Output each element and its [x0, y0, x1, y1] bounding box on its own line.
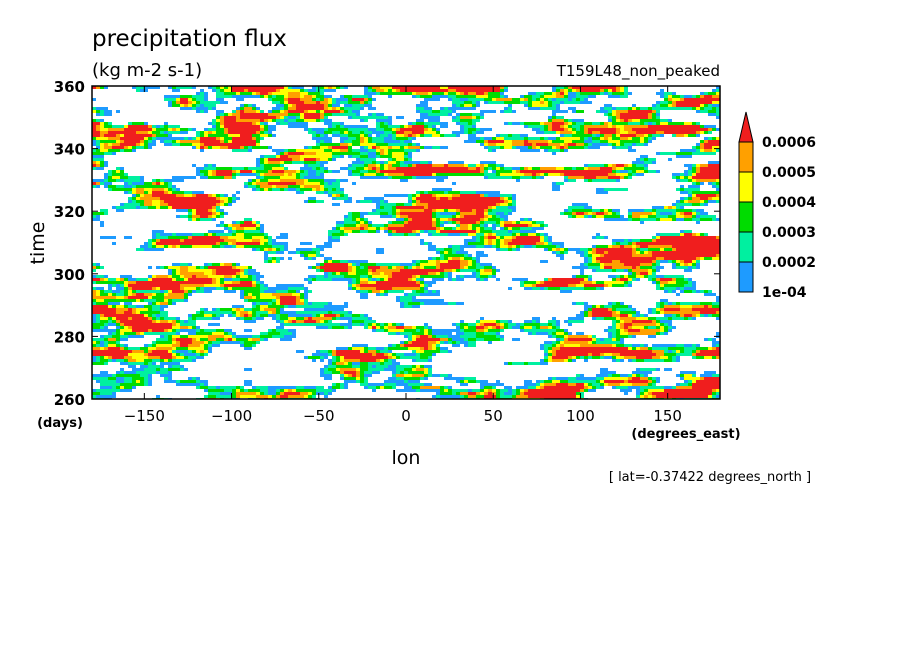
legend-label: 1e-04: [762, 285, 807, 301]
x-tick-label: 100: [566, 407, 595, 425]
legend-swatch: [738, 111, 754, 143]
color-legend: 1e-04 0.0002 0.0003 0.0004 0.0005 0.0006: [738, 111, 816, 301]
legend-label: 0.0005: [762, 165, 816, 181]
chart-title: precipitation flux: [92, 26, 287, 52]
x-tick-label: −100: [211, 407, 252, 425]
x-tick-label: −150: [124, 407, 165, 425]
chart-units: (kg m-2 s-1): [92, 60, 202, 81]
y-axis: 260 280 300 320 340 360: [54, 78, 720, 409]
y-axis-units: (days): [37, 416, 83, 431]
y-tick-label: 300: [54, 266, 85, 284]
legend-swatch: [738, 171, 754, 203]
y-tick-label: 280: [54, 328, 85, 346]
y-tick-label: 260: [54, 391, 85, 409]
legend-swatch: [738, 231, 754, 263]
y-tick-label: 360: [54, 78, 85, 96]
latitude-footnote: [ lat=-0.37422 degrees_north ]: [609, 470, 811, 485]
legend-label: 0.0002: [762, 255, 816, 271]
x-tick-label: 50: [484, 407, 503, 425]
legend-label: 0.0006: [762, 135, 816, 151]
y-axis-label: time: [27, 222, 49, 265]
legend-swatch: [738, 141, 754, 173]
x-tick-label: 150: [653, 407, 682, 425]
legend-swatch: [738, 201, 754, 233]
legend-label: 0.0003: [762, 225, 816, 241]
legend-swatch: [738, 261, 754, 293]
precipitation-field: [92, 86, 720, 399]
legend-label: 0.0004: [762, 195, 816, 211]
y-tick-label: 320: [54, 203, 85, 221]
x-axis: −150 −100 −50 0 50 100 150: [124, 86, 682, 425]
x-tick-label: 0: [401, 407, 411, 425]
x-tick-label: −50: [303, 407, 335, 425]
x-axis-units: (degrees_east): [631, 427, 740, 442]
run-label: T159L48_non_peaked: [556, 62, 720, 81]
y-tick-label: 340: [54, 141, 85, 159]
x-axis-label: lon: [392, 447, 421, 469]
plot-area: [91, 85, 721, 400]
